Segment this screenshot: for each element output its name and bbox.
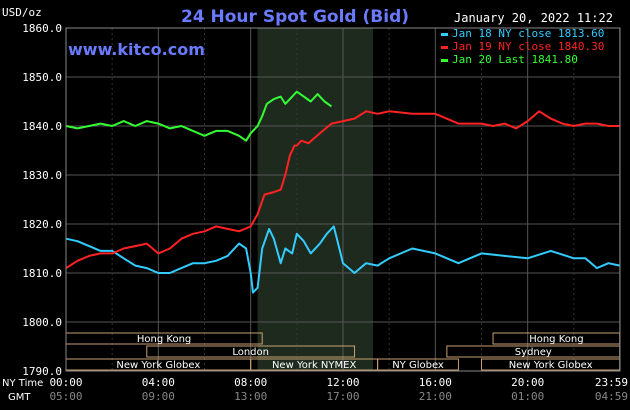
- y-tick-label: 1830.0: [22, 169, 62, 182]
- chart-frame: [65, 27, 621, 372]
- x-tick-label-gmt: 09:00: [142, 390, 175, 403]
- legend-label: Jan 19 NY close 1840.30: [452, 40, 604, 53]
- session-label: Sydney: [515, 347, 552, 358]
- series-line-0: [65, 225, 621, 294]
- gmt-row-label: GMT: [8, 392, 31, 403]
- session-label: New York Globex: [509, 360, 593, 371]
- x-tick-label-gmt: 04:59: [595, 390, 628, 403]
- y-axis: 1860.0 1850.0 1840.0 1830.0 1820.0 1810.0 1800…: [22, 22, 62, 378]
- session-label: Hong Kong: [529, 334, 583, 345]
- x-tick-label-ny: 08:00: [234, 376, 267, 389]
- y-tick-label: 1840.0: [22, 120, 62, 133]
- nymex-session-highlight: [257, 28, 374, 371]
- series-lines: [65, 90, 621, 294]
- legend-swatch: [441, 46, 448, 49]
- session-label: NY Globex: [392, 360, 444, 371]
- ny-time-row-label: NY Time: [2, 378, 43, 389]
- x-tick-label-gmt: 13:00: [234, 390, 267, 403]
- y-tick-label: 1810.0: [22, 267, 62, 280]
- session-label: New York Globex: [116, 360, 200, 371]
- session-label: Hong Kong: [137, 334, 191, 345]
- x-tick-label-ny: 23:59: [595, 376, 628, 389]
- y-tick-label: 1860.0: [22, 22, 62, 35]
- legend-label: Jan 20 Last 1841.80: [452, 53, 578, 66]
- x-tick-label-ny: 16:00: [419, 376, 452, 389]
- x-tick-label-ny: 00:00: [49, 376, 82, 389]
- x-tick-label-gmt: 17:00: [326, 390, 359, 403]
- legend-label: Jan 18 NY close 1813.60: [452, 27, 604, 40]
- chart-title: 24 Hour Spot Gold (Bid): [181, 7, 409, 27]
- session-label: London: [232, 347, 269, 358]
- watermark: www.kitco.com: [68, 40, 205, 59]
- x-tick-label-gmt: 21:00: [419, 390, 452, 403]
- session-label: New York NYMEX: [272, 360, 357, 371]
- x-tick-label-gmt: 01:00: [511, 390, 544, 403]
- series-line-2: [65, 90, 333, 142]
- x-tick-label-ny: 20:00: [511, 376, 544, 389]
- y-tick-label: 1850.0: [22, 71, 62, 84]
- series-line-1: [65, 110, 620, 269]
- session-box: [146, 345, 356, 358]
- y-tick-label: 1820.0: [22, 218, 62, 231]
- session-box: [377, 358, 459, 371]
- legend-swatch: [441, 59, 448, 62]
- x-tick-label-ny: 12:00: [326, 376, 359, 389]
- y-axis-unit-label: USD/oz: [2, 6, 42, 19]
- timestamp: January 20, 2022 11:22: [454, 11, 613, 25]
- legend-swatch: [441, 33, 448, 36]
- x-tick-label-gmt: 05:00: [49, 390, 82, 403]
- x-tick-label-ny: 04:00: [142, 376, 175, 389]
- y-tick-label: 1790.0: [22, 365, 62, 378]
- y-tick-label: 1800.0: [22, 316, 62, 329]
